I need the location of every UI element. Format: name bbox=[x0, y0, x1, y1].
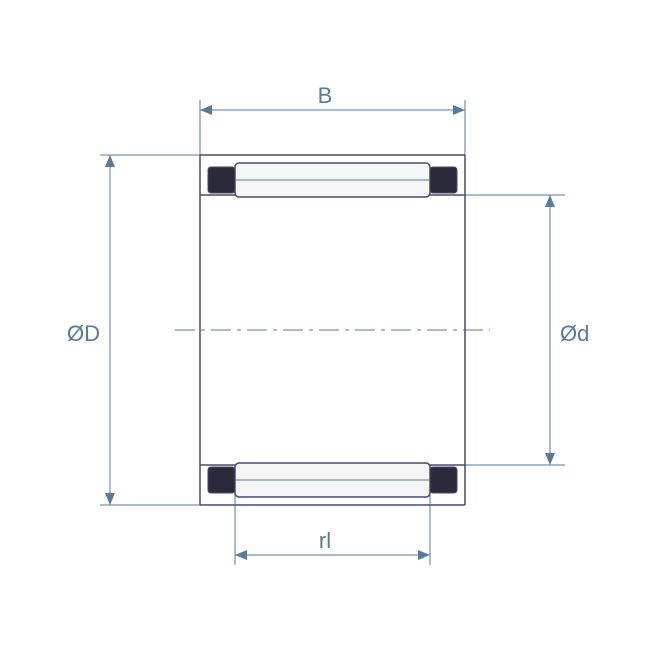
label-rl: rl bbox=[319, 528, 331, 553]
label-D: ØD bbox=[67, 321, 100, 346]
roller-bottom bbox=[208, 463, 457, 497]
roller-top bbox=[208, 163, 457, 197]
dimension-B: B bbox=[200, 83, 465, 155]
label-B: B bbox=[318, 83, 333, 108]
label-d: Ød bbox=[560, 321, 589, 346]
dimension-d: Ød bbox=[465, 195, 589, 465]
bearing-diagram: B ØD Ød rl bbox=[0, 0, 670, 670]
